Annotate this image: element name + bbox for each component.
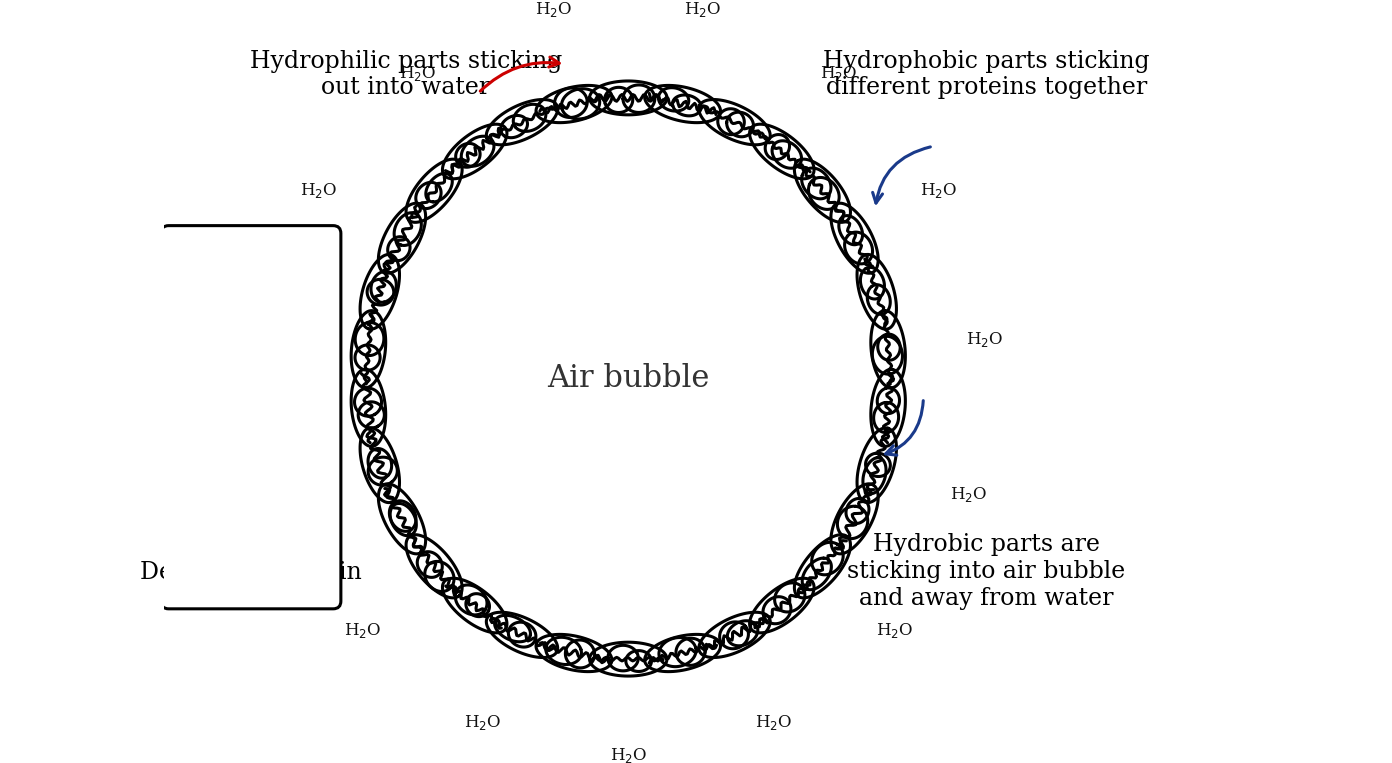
Text: H$_2$O: H$_2$O xyxy=(951,485,987,504)
Text: H$_2$O: H$_2$O xyxy=(920,181,956,200)
Text: Hydrophilic parts sticking
out into water: Hydrophilic parts sticking out into wate… xyxy=(249,50,562,99)
Text: H$_2$O: H$_2$O xyxy=(610,746,647,763)
Text: H$_2$O: H$_2$O xyxy=(253,330,291,349)
Text: Hydrobic parts are
sticking into air bubble
and away from water: Hydrobic parts are sticking into air bub… xyxy=(848,533,1125,610)
Text: H$_2$O: H$_2$O xyxy=(966,330,1002,349)
Text: H$_2$O: H$_2$O xyxy=(344,621,381,640)
Text: H$_2$O: H$_2$O xyxy=(536,1,572,19)
Text: H$_2$O: H$_2$O xyxy=(299,181,337,200)
Text: H$_2$O: H$_2$O xyxy=(400,64,437,83)
Text: Denatured protein: Denatured protein xyxy=(141,561,362,584)
Text: Air bubble: Air bubble xyxy=(547,363,710,394)
Text: H$_2$O: H$_2$O xyxy=(820,64,857,83)
Text: H$_2$O: H$_2$O xyxy=(683,1,721,19)
Text: Hydrophobic parts sticking
different proteins together: Hydrophobic parts sticking different pro… xyxy=(823,50,1150,99)
Text: H$_2$O: H$_2$O xyxy=(464,713,501,732)
Text: H$_2$O: H$_2$O xyxy=(756,713,792,732)
Text: H$_2$O: H$_2$O xyxy=(269,485,306,504)
Text: H$_2$O: H$_2$O xyxy=(876,621,913,640)
FancyBboxPatch shape xyxy=(161,226,341,609)
